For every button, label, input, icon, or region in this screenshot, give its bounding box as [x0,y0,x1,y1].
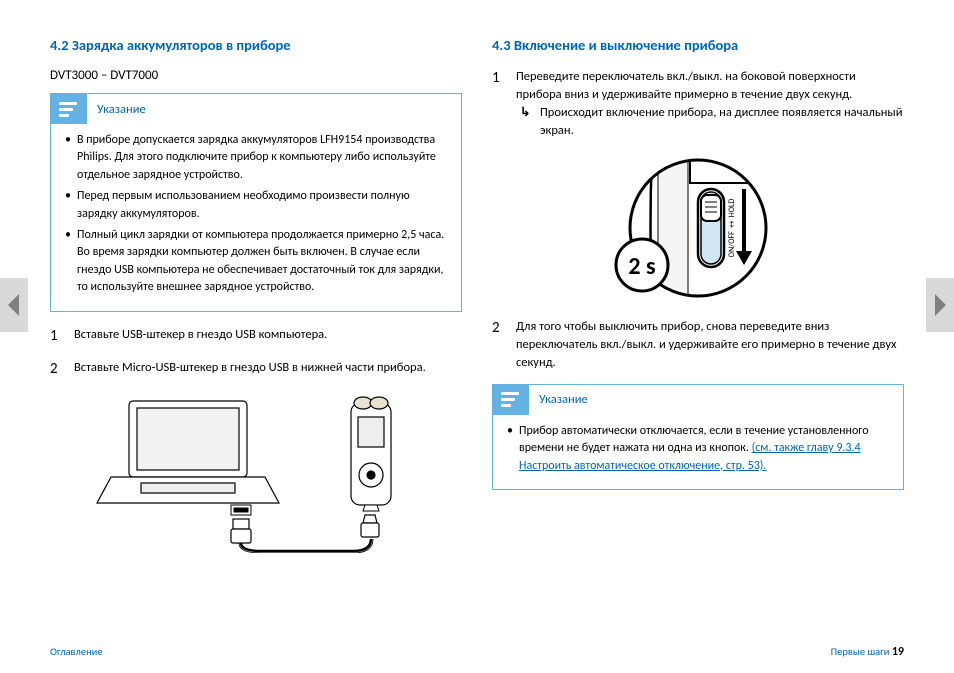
step-2: 2 Для того чтобы выключить прибор, снова… [492,318,904,372]
step-2: 2 Вставьте Micro-USB-штекер в гнездо USB… [50,359,462,381]
step-text: Переведите переключатель вкл./выкл. на б… [516,69,856,102]
prev-page-arrow[interactable] [0,278,28,332]
note-icon [493,385,529,415]
section-4-3-heading: 4.3 Включение и выключение прибора [492,36,904,54]
note-label: Указание [539,392,588,407]
step-text: Вставьте USB-штекер в гнездо USB компьют… [74,326,462,348]
step-1: 1 Переведите переключатель вкл./выкл. на… [492,68,904,141]
note-box-charging: Указание В приборе допускается зарядка а… [50,93,462,312]
step-number: 1 [50,326,64,348]
step-text: Для того чтобы выключить прибор, снова п… [516,318,904,372]
note-item: В приборе допускается зарядка аккумулято… [65,132,447,184]
left-column: 4.2 Зарядка аккумуляторов в приборе DVT3… [50,36,462,620]
step-1: 1 Вставьте USB-штекер в гнездо USB компь… [50,326,462,348]
note-label: Указание [97,102,146,117]
note-icon [51,94,87,124]
switch-label: ON/OFF ↔ HOLD [727,198,737,257]
step-result: Происходит включение прибора, на дисплее… [516,104,904,140]
right-column: 4.3 Включение и выключение прибора 1 Пер… [492,36,904,620]
section-4-2-heading: 4.2 Зарядка аккумуляторов в приборе [50,36,462,54]
step-number: 1 [492,68,506,141]
figure-usb-connection [50,393,462,558]
footer-toc-link[interactable]: Оглавление [50,645,103,659]
page-number: 19 [892,645,904,659]
note-box-autooff: Указание Прибор автоматически отключаетс… [492,384,904,490]
figure-power-switch: ON/OFF ↔ HOLD 2 s [492,153,904,308]
note-item: Полный цикл зарядки от компьютера продол… [65,227,447,297]
note-item: Перед первым использованием необходимо п… [65,188,447,223]
duration-label: 2 s [628,252,655,281]
model-range: DVT3000 – DVT7000 [50,68,462,83]
step-number: 2 [50,359,64,381]
next-page-arrow[interactable] [926,278,954,332]
footer-section: Первые шаги 19 [831,645,904,659]
step-number: 2 [492,318,506,372]
note-item: Прибор автоматически отключается, если в… [507,423,889,475]
step-text: Вставьте Micro-USB-штекер в гнездо USB в… [74,359,462,381]
